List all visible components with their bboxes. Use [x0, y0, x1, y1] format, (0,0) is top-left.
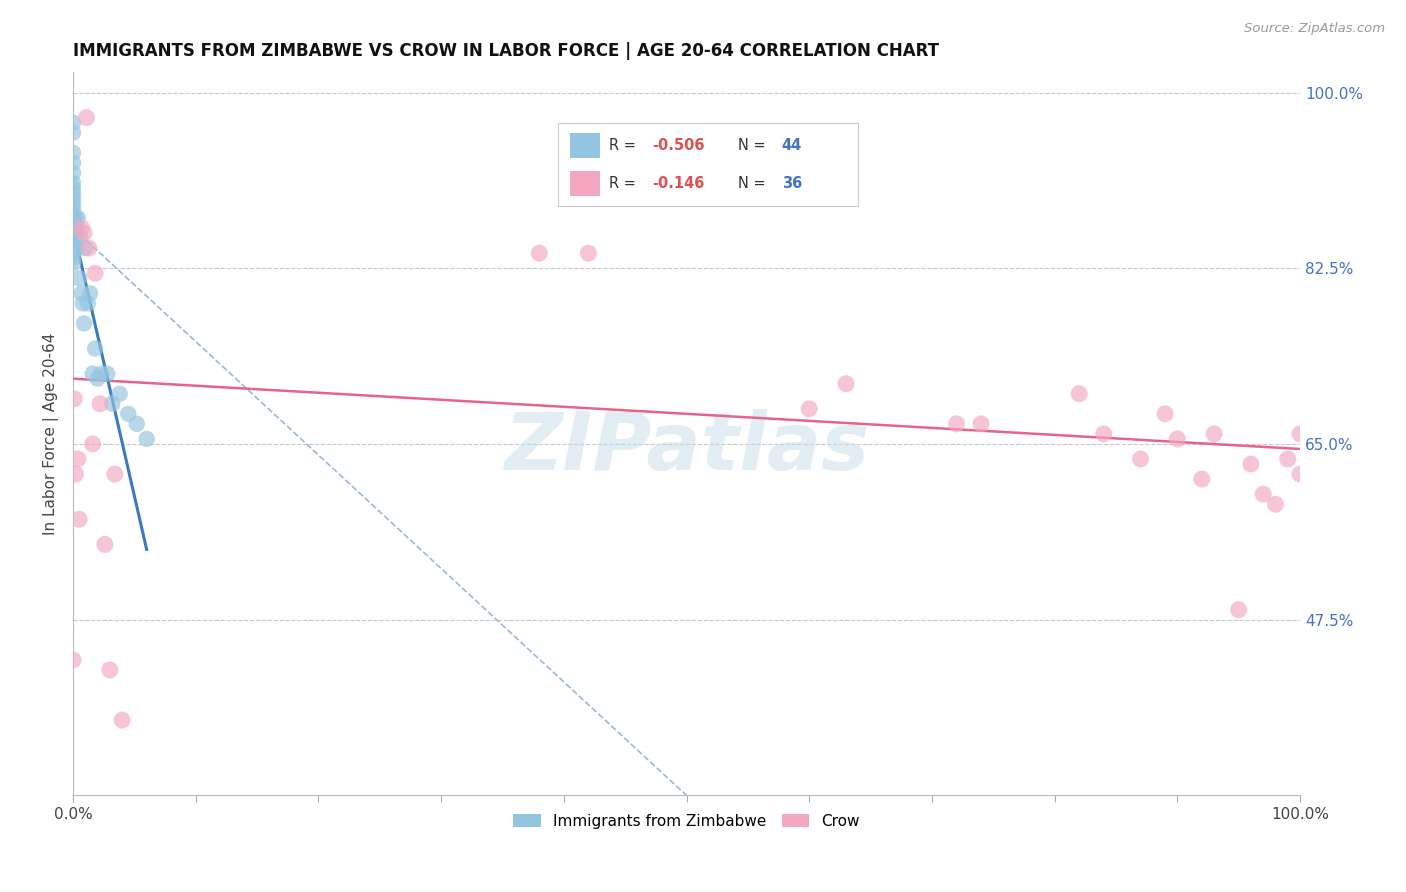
Point: [1191, 472, 1213, 486]
Point: [94, 537, 117, 551]
Point: [62, 166, 84, 180]
Point: [1240, 457, 1263, 471]
Point: [576, 246, 599, 260]
Point: [1264, 497, 1286, 511]
Point: [90, 367, 112, 381]
Point: [62, 115, 84, 129]
Point: [98, 663, 121, 677]
Point: [125, 417, 148, 431]
Text: ZIPatlas: ZIPatlas: [503, 409, 869, 487]
Point: [96, 367, 118, 381]
Point: [66, 452, 89, 467]
Point: [62, 201, 84, 215]
Point: [70, 286, 93, 301]
Point: [1251, 487, 1274, 501]
Point: [62, 221, 84, 235]
Point: [62, 246, 84, 260]
Point: [135, 432, 157, 446]
Point: [69, 231, 91, 245]
Y-axis label: In Labor Force | Age 20-64: In Labor Force | Age 20-64: [44, 333, 59, 535]
Point: [62, 231, 84, 245]
Point: [89, 397, 111, 411]
Point: [970, 417, 993, 431]
Text: Source: ZipAtlas.com: Source: ZipAtlas.com: [1244, 22, 1385, 36]
Point: [1166, 432, 1188, 446]
Point: [62, 211, 84, 225]
Point: [67, 512, 90, 526]
Point: [1154, 407, 1177, 421]
Point: [66, 211, 89, 225]
Point: [62, 191, 84, 205]
Point: [62, 156, 84, 170]
Point: [1069, 386, 1091, 401]
Point: [62, 226, 84, 240]
Point: [66, 221, 89, 235]
Point: [62, 186, 84, 200]
Point: [62, 251, 84, 265]
Point: [62, 181, 84, 195]
Point: [117, 407, 139, 421]
Point: [62, 206, 84, 220]
Point: [82, 367, 104, 381]
Point: [63, 392, 86, 406]
Point: [73, 226, 96, 240]
Point: [62, 196, 84, 211]
Point: [1289, 467, 1312, 481]
Point: [101, 397, 124, 411]
Point: [67, 271, 90, 285]
Point: [111, 713, 134, 727]
Point: [77, 241, 100, 255]
Point: [84, 342, 107, 356]
Point: [75, 241, 97, 255]
Point: [1289, 426, 1312, 441]
Point: [1129, 452, 1152, 467]
Point: [945, 417, 967, 431]
Point: [65, 211, 87, 225]
Point: [108, 386, 131, 401]
Point: [1092, 426, 1115, 441]
Point: [62, 126, 84, 140]
Point: [62, 256, 84, 270]
Point: [70, 221, 93, 235]
Point: [86, 372, 108, 386]
Point: [104, 467, 127, 481]
Point: [65, 467, 87, 481]
Point: [76, 111, 98, 125]
Point: [73, 317, 96, 331]
Point: [835, 376, 858, 391]
Legend: Immigrants from Zimbabwe, Crow: Immigrants from Zimbabwe, Crow: [508, 807, 866, 835]
Point: [799, 401, 821, 416]
Point: [66, 241, 89, 255]
Point: [1204, 426, 1226, 441]
Point: [62, 236, 84, 251]
Point: [72, 296, 94, 310]
Point: [62, 216, 84, 230]
Point: [1227, 602, 1250, 616]
Point: [1277, 452, 1299, 467]
Point: [84, 266, 107, 280]
Point: [62, 241, 84, 255]
Point: [62, 653, 84, 667]
Point: [529, 246, 551, 260]
Text: IMMIGRANTS FROM ZIMBABWE VS CROW IN LABOR FORCE | AGE 20-64 CORRELATION CHART: IMMIGRANTS FROM ZIMBABWE VS CROW IN LABO…: [73, 42, 939, 60]
Point: [76, 296, 98, 310]
Point: [79, 286, 101, 301]
Point: [62, 176, 84, 190]
Point: [62, 145, 84, 160]
Point: [82, 437, 104, 451]
